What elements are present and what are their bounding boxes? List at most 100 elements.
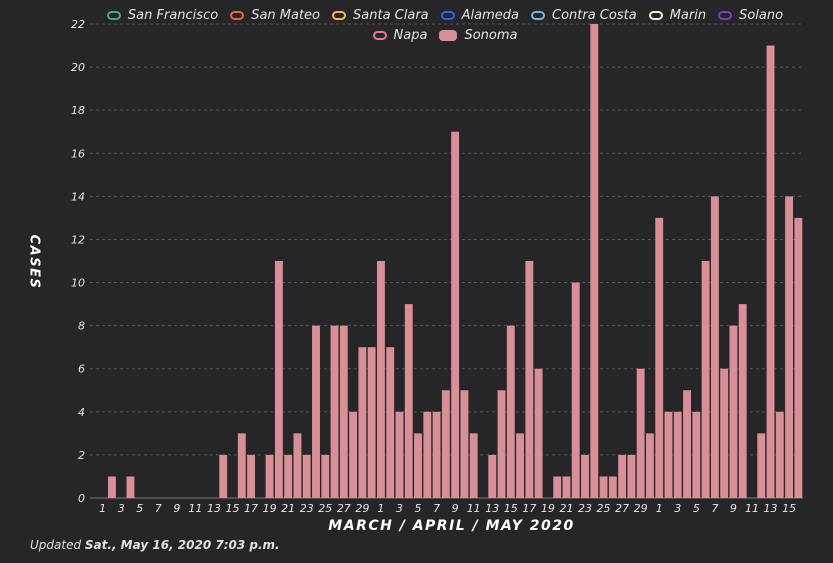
legend-swatch-icon bbox=[230, 10, 245, 20]
x-tick-label: 27 bbox=[337, 502, 351, 515]
bar bbox=[488, 454, 497, 498]
bar bbox=[367, 347, 376, 498]
x-tick-label: 29 bbox=[355, 502, 369, 515]
legend-item-contra-costa[interactable]: Contra Costa bbox=[531, 6, 637, 24]
bar bbox=[274, 261, 283, 498]
x-tick-label: 5 bbox=[415, 502, 422, 515]
y-tick-label: 4 bbox=[78, 406, 85, 419]
legend-item-solano[interactable]: Solano bbox=[718, 6, 783, 24]
legend-label: Santa Clara bbox=[353, 7, 429, 23]
bar bbox=[664, 411, 673, 498]
bar-series-sonoma bbox=[107, 24, 803, 498]
bar bbox=[358, 347, 367, 498]
bar bbox=[349, 411, 358, 498]
legend-item-alameda[interactable]: Alameda bbox=[440, 6, 519, 24]
bar bbox=[376, 261, 385, 498]
bar bbox=[775, 411, 784, 498]
bar bbox=[766, 45, 775, 498]
bar bbox=[339, 325, 348, 498]
y-tick-label: 20 bbox=[71, 61, 85, 74]
y-axis-label: CASES bbox=[26, 234, 42, 290]
bar bbox=[608, 476, 617, 498]
updated-prefix: Updated bbox=[30, 538, 82, 552]
x-tick-label: 1 bbox=[99, 502, 106, 515]
y-axis-ticks: 0 2 4 6 8 10 12 14 16 18 20 22 bbox=[71, 18, 85, 505]
legend: San Francisco San Mateo Santa Clara Alameda… bbox=[80, 6, 810, 44]
legend-item-san-mateo[interactable]: San Mateo bbox=[230, 6, 320, 24]
x-axis-label: MARCH / APRIL / MAY 2020 bbox=[328, 518, 575, 534]
bar bbox=[321, 454, 330, 498]
bar bbox=[516, 433, 525, 498]
bar bbox=[423, 411, 432, 498]
y-tick-label: 10 bbox=[71, 277, 85, 290]
x-tick-label: 7 bbox=[433, 502, 440, 515]
bar bbox=[794, 217, 803, 498]
x-tick-label: 5 bbox=[693, 502, 700, 515]
x-tick-label: 11 bbox=[188, 502, 202, 515]
bar bbox=[553, 476, 562, 498]
bar bbox=[701, 261, 710, 498]
x-tick-label: 17 bbox=[522, 502, 536, 515]
bar bbox=[599, 476, 608, 498]
legend-item-sonoma[interactable]: Sonoma bbox=[439, 26, 517, 44]
bar bbox=[284, 454, 293, 498]
bar bbox=[673, 411, 682, 498]
bar bbox=[469, 433, 478, 498]
y-tick-label: 12 bbox=[71, 233, 85, 246]
legend-swatch-icon bbox=[372, 30, 387, 40]
updated-date: Sat., May 16, 2020 7:03 p.m. bbox=[84, 538, 280, 552]
x-tick-label: 11 bbox=[467, 502, 481, 515]
x-tick-label: 15 bbox=[782, 502, 796, 515]
x-tick-label: 27 bbox=[615, 502, 629, 515]
bar bbox=[710, 196, 719, 498]
bar bbox=[293, 433, 302, 498]
legend-swatch-icon bbox=[332, 10, 347, 20]
y-tick-label: 0 bbox=[78, 492, 85, 505]
bar bbox=[534, 368, 543, 498]
legend-item-marin[interactable]: Marin bbox=[648, 6, 707, 24]
x-tick-label: 3 bbox=[118, 502, 125, 515]
bar bbox=[330, 325, 339, 498]
legend-label: San Francisco bbox=[127, 7, 219, 23]
bar bbox=[646, 433, 654, 498]
bar bbox=[738, 304, 747, 498]
bar bbox=[441, 390, 450, 498]
x-tick-label: 13 bbox=[207, 502, 221, 515]
legend-item-santa-clara[interactable]: Santa Clara bbox=[332, 6, 429, 24]
bar bbox=[692, 411, 701, 498]
legend-swatch-icon bbox=[106, 10, 121, 20]
y-tick-label: 14 bbox=[71, 190, 85, 203]
bar bbox=[107, 476, 116, 498]
legend-item-san-francisco[interactable]: San Francisco bbox=[106, 6, 219, 24]
x-tick-label: 5 bbox=[136, 502, 143, 515]
updated-timestamp: Updated Sat., May 16, 2020 7:03 p.m. bbox=[30, 538, 280, 552]
x-tick-label: 7 bbox=[155, 502, 162, 515]
x-tick-label: 9 bbox=[173, 502, 180, 515]
legend-label: Contra Costa bbox=[552, 7, 637, 23]
x-tick-label: 29 bbox=[634, 502, 648, 515]
bar bbox=[636, 368, 645, 498]
bar bbox=[312, 325, 320, 498]
x-tick-label: 13 bbox=[764, 502, 778, 515]
bar bbox=[683, 390, 691, 498]
bar bbox=[404, 304, 413, 498]
x-tick-label: 21 bbox=[281, 502, 295, 515]
x-tick-label: 1 bbox=[656, 502, 663, 515]
bar bbox=[506, 325, 515, 498]
bar bbox=[571, 282, 580, 498]
legend-swatch-icon bbox=[440, 10, 455, 20]
x-tick-label: 3 bbox=[396, 502, 403, 515]
legend-label: Alameda bbox=[461, 7, 519, 23]
x-tick-label: 15 bbox=[226, 502, 240, 515]
legend-item-napa[interactable]: Napa bbox=[372, 26, 428, 44]
legend-label: Napa bbox=[393, 27, 428, 43]
bar bbox=[562, 476, 571, 498]
legend-label: Marin bbox=[669, 7, 707, 23]
bar bbox=[497, 390, 506, 498]
bar bbox=[785, 196, 794, 498]
x-tick-label: 23 bbox=[300, 502, 314, 515]
bar bbox=[247, 454, 255, 498]
bar bbox=[581, 454, 589, 498]
x-tick-label: 19 bbox=[263, 502, 277, 515]
